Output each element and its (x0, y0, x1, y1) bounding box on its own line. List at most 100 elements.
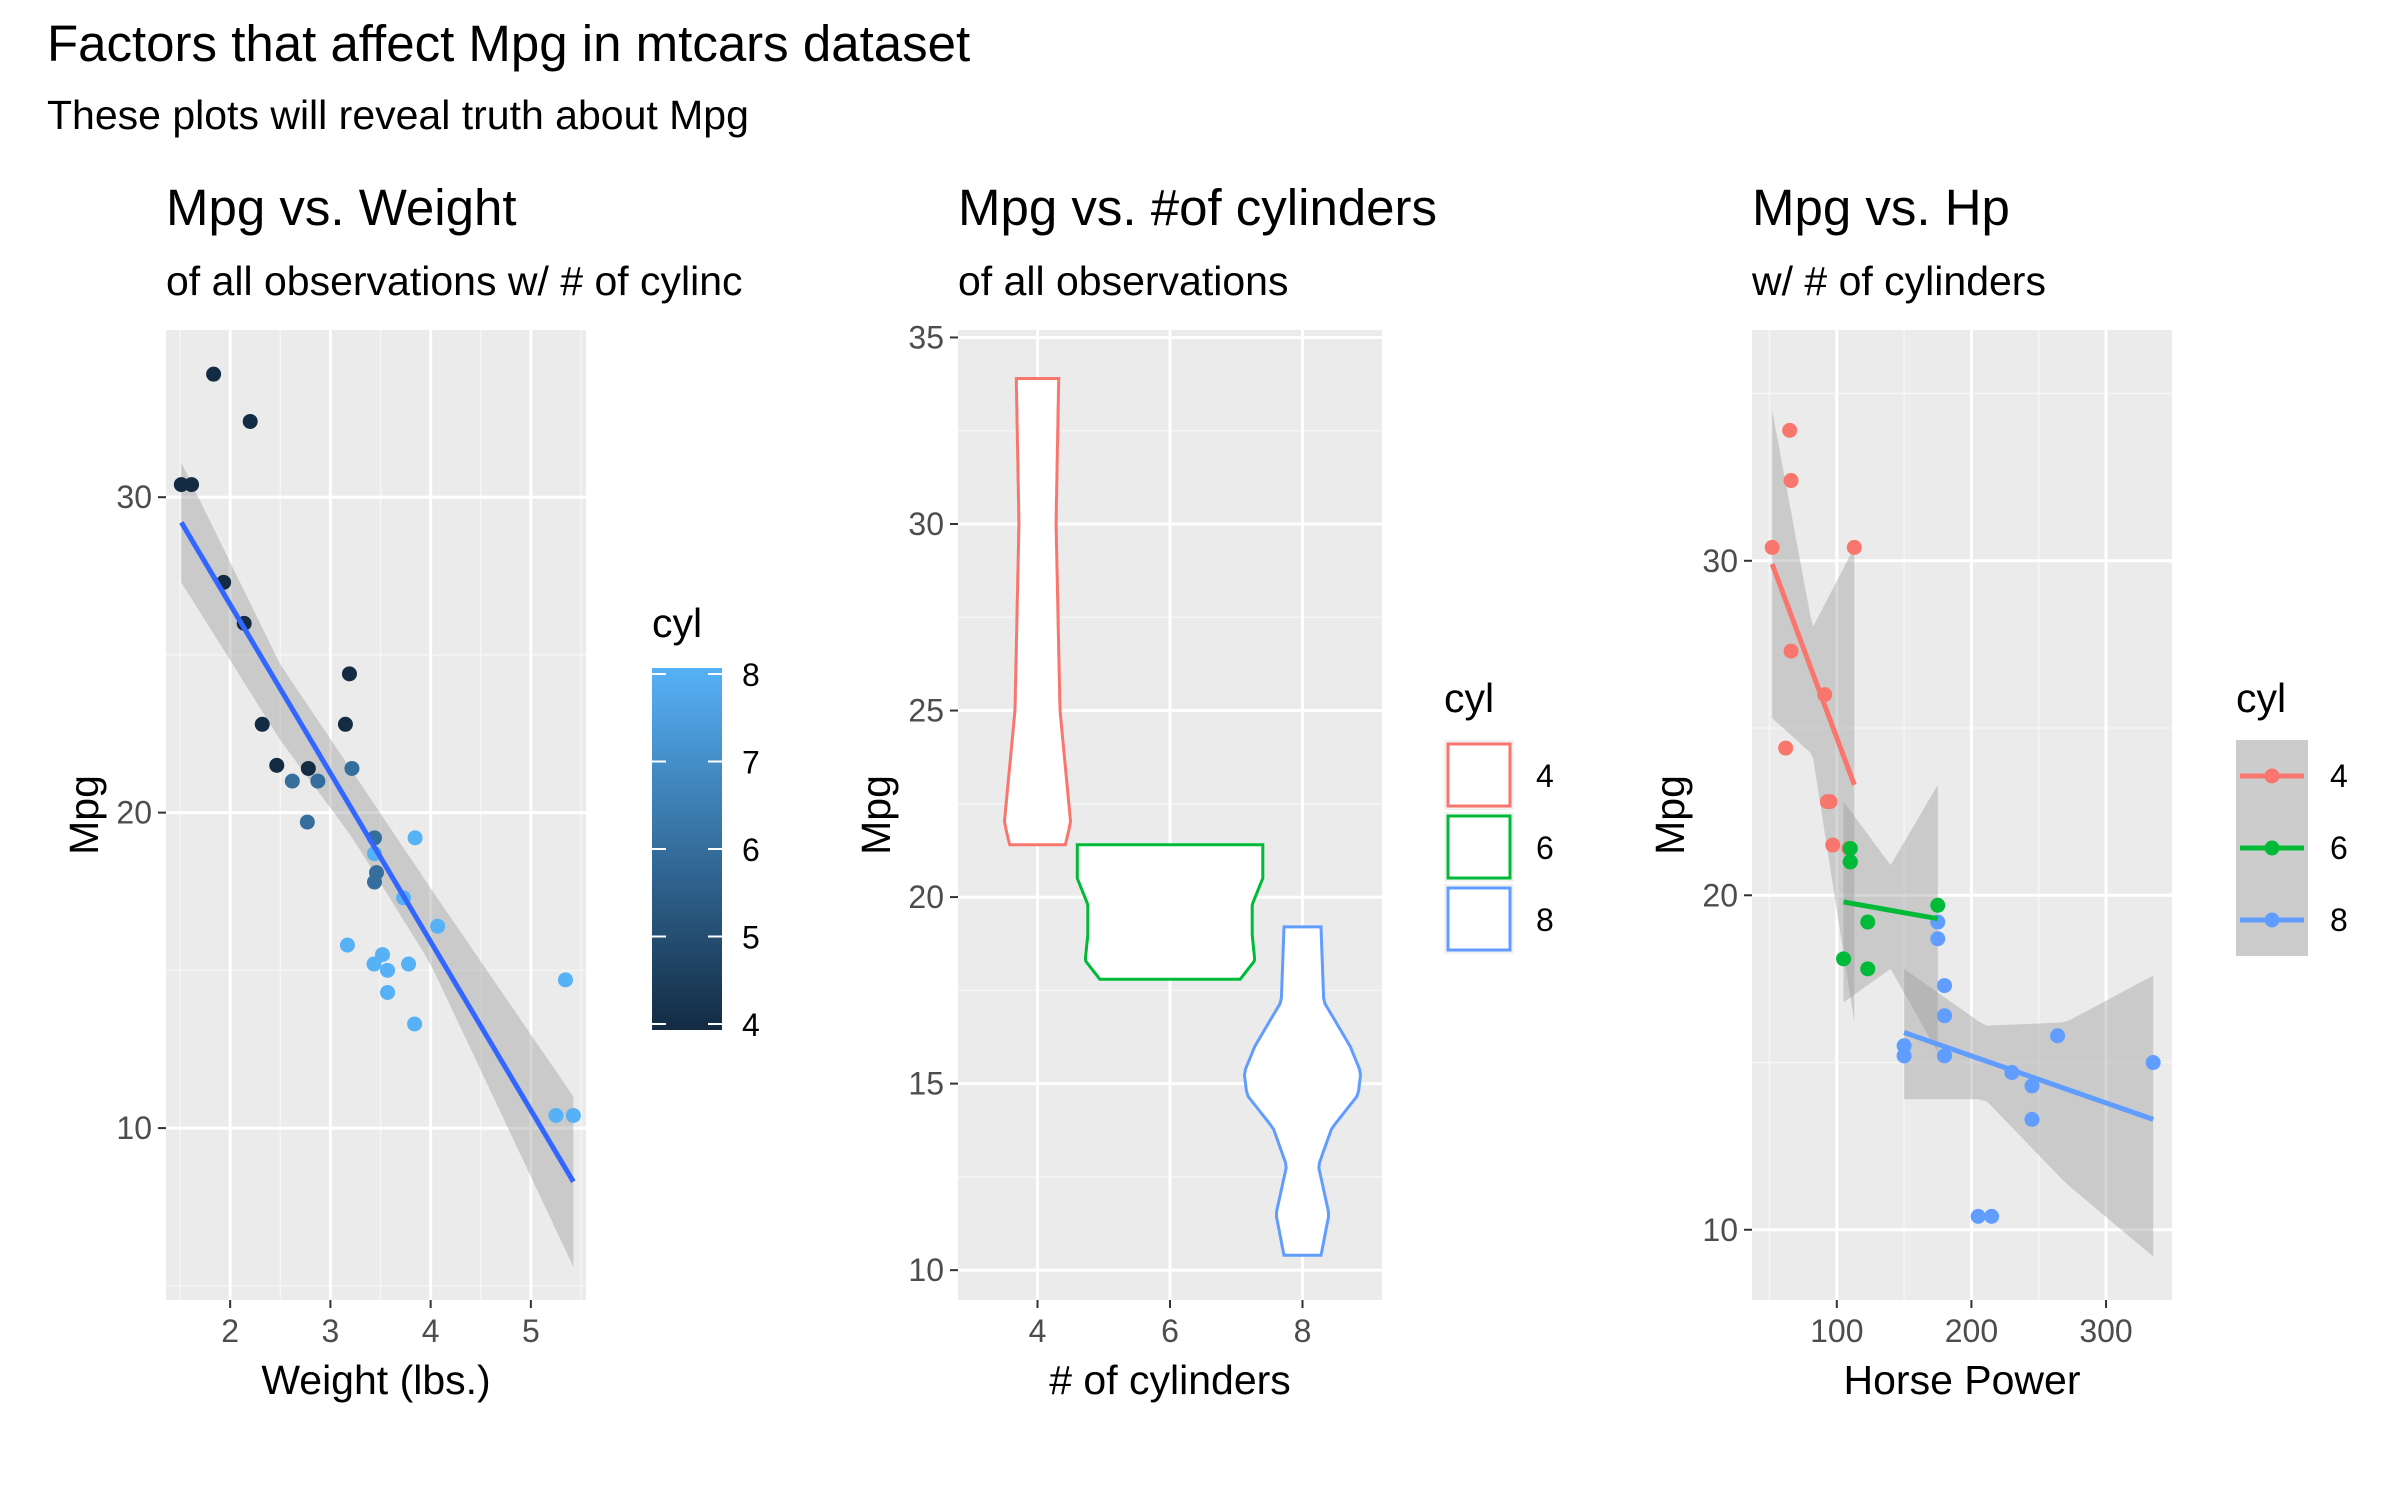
x-tick-label: 300 (2079, 1313, 2132, 1349)
legend-key-6 (1444, 812, 1514, 882)
data-point-cyl-4 (1782, 422, 1798, 438)
data-point (300, 760, 316, 776)
data-point-cyl-6 (1930, 897, 1946, 913)
data-point (407, 1016, 423, 1032)
y-tick-label: 30 (1702, 543, 1738, 579)
data-point-cyl-8 (2145, 1055, 2161, 1071)
color-legend: cyl 4 6 8 (1444, 675, 1554, 954)
x-tick-label: 4 (1029, 1313, 1047, 1349)
y-tick-label: 10 (1702, 1212, 1738, 1248)
data-point (548, 1107, 564, 1123)
data-point-cyl-8 (1984, 1208, 2000, 1224)
data-point-cyl-4 (1783, 473, 1799, 489)
x-tick-label: 6 (1161, 1313, 1179, 1349)
legend-label: 6 (2330, 830, 2348, 866)
legend-title: cyl (1444, 675, 1494, 721)
x-tick-label: 200 (1945, 1313, 1998, 1349)
x-axis-label: Weight (lbs.) (261, 1357, 490, 1403)
data-point (341, 666, 357, 682)
data-point (366, 956, 382, 972)
legend-title: cyl (2236, 675, 2286, 721)
colorbar-tick-label: 6 (742, 832, 760, 868)
x-tick-label: 5 (522, 1313, 540, 1349)
data-point-cyl-8 (1937, 1048, 1952, 1064)
y-tick-label: 15 (908, 1066, 944, 1102)
data-point-cyl-8 (2024, 1111, 2040, 1127)
regression-line-cyl-8 (1903, 1030, 2154, 1122)
data-point (366, 874, 382, 890)
legend-key-6 (2236, 812, 2308, 884)
colorbar-legend: cyl 4 5 6 7 8 (652, 600, 760, 1043)
panel-3: 100 200 300 10 20 30 Mpg vs. Hp w/ # of cylinde… (1647, 179, 2348, 1403)
data-point-cyl-8 (1970, 1208, 1986, 1224)
panel-subtitle: w/ # of cylinders (1751, 258, 2046, 304)
legend-label: 4 (2330, 758, 2348, 794)
regression-line-cyl-4 (1769, 563, 1857, 786)
x-tick-label: 4 (422, 1313, 440, 1349)
panel-background (1752, 330, 2172, 1300)
legend-key-swatch (1446, 814, 1512, 880)
data-point-cyl-8 (1930, 931, 1946, 947)
y-axis-label: Mpg (61, 775, 107, 855)
data-point (284, 773, 300, 789)
y-axis-label: Mpg (1647, 775, 1693, 855)
data-point-cyl-6 (1860, 961, 1876, 977)
data-point-cyl-4 (1825, 837, 1841, 853)
panel-1: 2 3 4 5 10 20 30 Mpg vs. Weight of all observati… (61, 179, 760, 1403)
data-point-cyl-8 (1896, 1048, 1912, 1064)
data-point (557, 972, 573, 988)
y-tick-label: 35 (908, 319, 944, 355)
x-tick-label: 2 (221, 1313, 239, 1349)
data-point (430, 918, 446, 934)
figure-title: Factors that affect Mpg in mtcars datase… (47, 15, 971, 72)
data-point-cyl-8 (2050, 1028, 2066, 1044)
data-point (401, 956, 417, 972)
x-axis-label: Horse Power (1844, 1357, 2081, 1403)
colorbar-tick-label: 5 (742, 920, 760, 956)
legend-key-4 (2236, 740, 2308, 812)
y-axis-label: Mpg (853, 775, 899, 855)
legend-key-point (2264, 768, 2280, 784)
data-point (310, 773, 326, 789)
data-point-cyl-8 (1937, 1008, 1952, 1024)
x-axis-label: # of cylinders (1049, 1357, 1291, 1403)
legend-label: 8 (1536, 902, 1554, 938)
legend-label: 8 (2330, 902, 2348, 938)
violin-cyl-8 (1242, 925, 1363, 1257)
data-point (299, 814, 315, 830)
y-tick-label: 20 (1702, 877, 1738, 913)
panel-background (166, 330, 586, 1300)
data-point (380, 984, 396, 1000)
legend-key-8 (1444, 884, 1514, 954)
confidence-band (181, 462, 574, 1267)
data-point-cyl-4 (1783, 643, 1799, 659)
data-point (344, 760, 360, 776)
y-tick-label: 10 (908, 1252, 944, 1288)
data-point (242, 413, 258, 429)
panel-title: Mpg vs. Hp (1752, 179, 2010, 236)
data-point-cyl-6 (1836, 951, 1852, 967)
data-point (380, 962, 396, 978)
data-point (339, 937, 355, 953)
panel-subtitle: of all observations (958, 258, 1288, 304)
figure-subtitle: These plots will reveal truth about Mpg (47, 92, 749, 138)
data-point-cyl-4 (1846, 539, 1862, 555)
y-tick-label: 20 (116, 795, 152, 831)
panel-title: Mpg vs. Weight (166, 179, 517, 236)
legend-key-point (2264, 912, 2280, 928)
colorbar-tick-label: 4 (742, 1007, 760, 1043)
colorbar-tick-label: 8 (742, 657, 760, 693)
data-point (206, 366, 222, 382)
x-tick-label: 3 (321, 1313, 339, 1349)
y-tick-label: 30 (908, 506, 944, 542)
y-tick-label: 25 (908, 693, 944, 729)
regression-line (179, 521, 576, 1183)
confidence-band-cyl-6 (1843, 784, 1938, 1053)
regression-line-cyl-6 (1843, 899, 1939, 922)
legend-label: 6 (1536, 830, 1554, 866)
y-tick-label: 20 (908, 879, 944, 915)
data-point-cyl-4 (1822, 794, 1838, 810)
panel-title: Mpg vs. #of cylinders (958, 179, 1437, 236)
